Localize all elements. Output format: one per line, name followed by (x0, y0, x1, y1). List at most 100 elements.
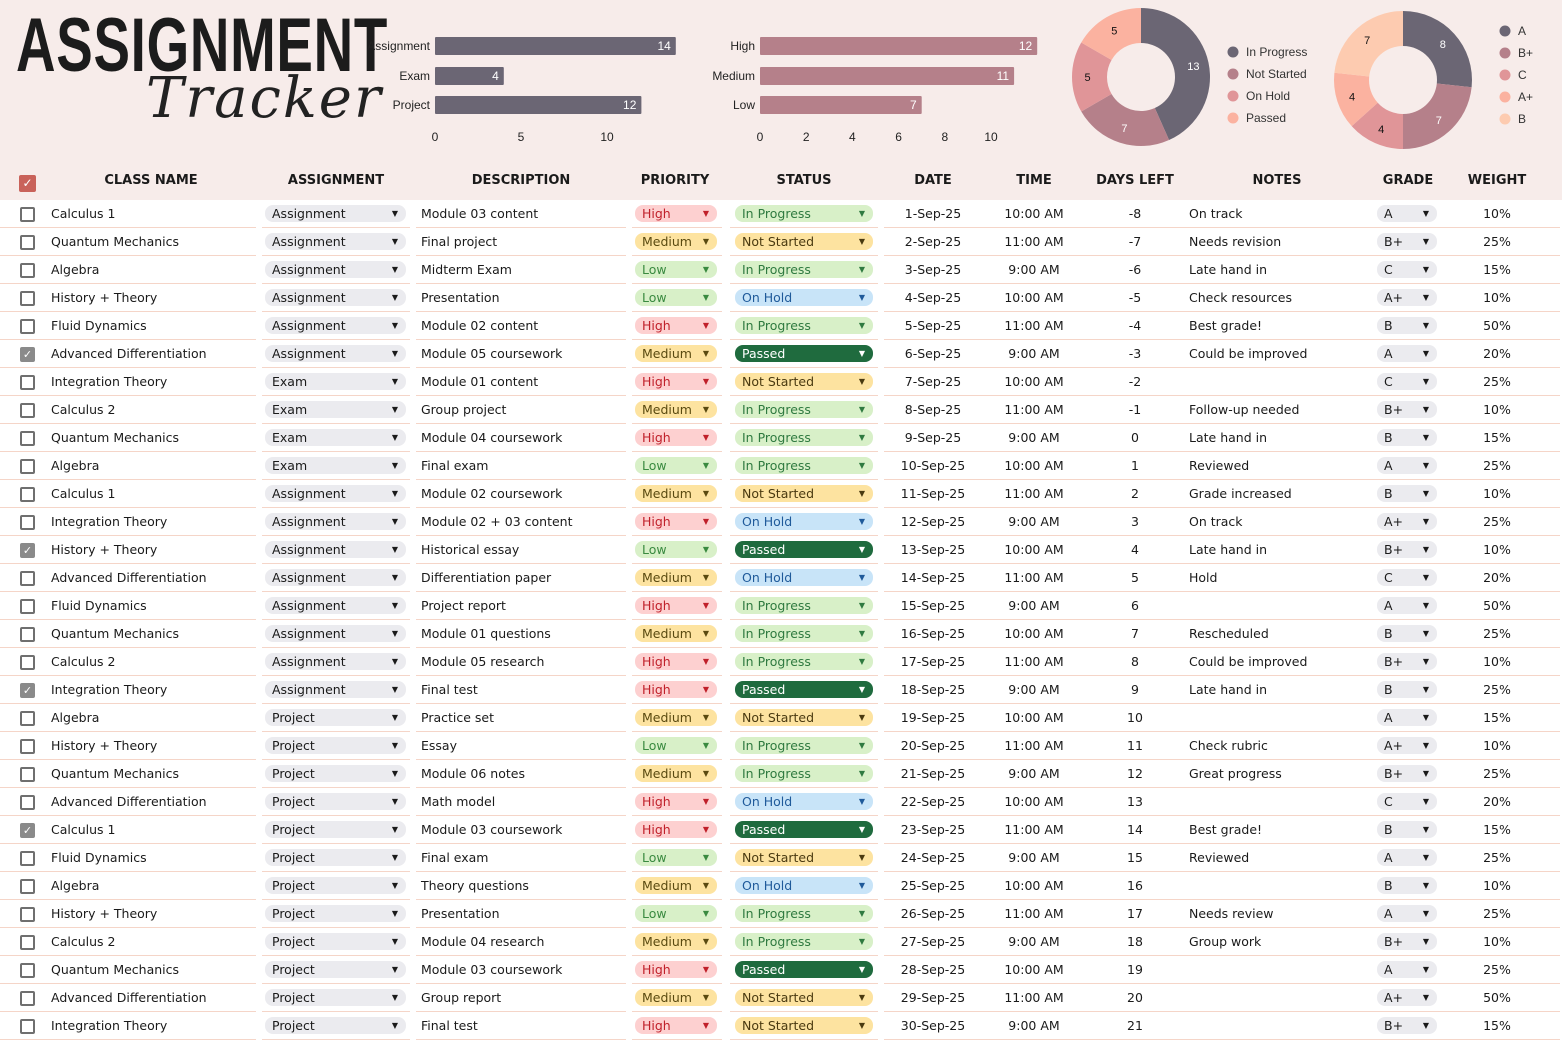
priority-dropdown[interactable]: High ▼ (635, 429, 717, 446)
status-dropdown[interactable]: In Progress ▼ (735, 625, 873, 642)
assignment-type-dropdown[interactable]: Assignment ▼ (265, 625, 406, 642)
grade-dropdown[interactable]: B ▼ (1377, 821, 1437, 838)
status-dropdown[interactable]: On Hold ▼ (735, 569, 873, 586)
row-checkbox[interactable] (20, 599, 35, 614)
row-checkbox[interactable] (20, 907, 35, 922)
priority-dropdown[interactable]: High ▼ (635, 597, 717, 614)
status-dropdown[interactable]: Passed ▼ (735, 541, 873, 558)
assignment-type-dropdown[interactable]: Assignment ▼ (265, 317, 406, 334)
grade-dropdown[interactable]: A ▼ (1377, 205, 1437, 222)
row-checkbox[interactable] (20, 207, 35, 222)
row-checkbox[interactable]: ✓ (20, 543, 35, 558)
column-header[interactable]: DESCRIPTION (471, 173, 571, 188)
column-header[interactable]: DAYS LEFT (1096, 173, 1174, 188)
status-dropdown[interactable]: Passed ▼ (735, 681, 873, 698)
priority-dropdown[interactable]: High ▼ (635, 681, 717, 698)
priority-dropdown[interactable]: High ▼ (635, 373, 717, 390)
column-header[interactable]: ASSIGNMENT (287, 173, 385, 188)
assignment-type-dropdown[interactable]: Project ▼ (265, 877, 406, 894)
status-dropdown[interactable]: On Hold ▼ (735, 793, 873, 810)
priority-dropdown[interactable]: Medium ▼ (635, 877, 717, 894)
assignment-type-dropdown[interactable]: Project ▼ (265, 849, 406, 866)
priority-dropdown[interactable]: Medium ▼ (635, 625, 717, 642)
priority-dropdown[interactable]: Medium ▼ (635, 765, 717, 782)
priority-dropdown[interactable]: Low ▼ (635, 905, 717, 922)
priority-dropdown[interactable]: High ▼ (635, 513, 717, 530)
row-checkbox[interactable] (20, 403, 35, 418)
status-dropdown[interactable]: In Progress ▼ (735, 597, 873, 614)
assignment-type-dropdown[interactable]: Assignment ▼ (265, 597, 406, 614)
row-checkbox[interactable] (20, 879, 35, 894)
row-checkbox[interactable] (20, 795, 35, 810)
status-dropdown[interactable]: In Progress ▼ (735, 933, 873, 950)
assignment-type-dropdown[interactable]: Exam ▼ (265, 429, 406, 446)
row-checkbox[interactable] (20, 851, 35, 866)
status-dropdown[interactable]: Not Started ▼ (735, 485, 873, 502)
status-dropdown[interactable]: Not Started ▼ (735, 233, 873, 250)
grade-dropdown[interactable]: A ▼ (1377, 597, 1437, 614)
row-checkbox[interactable] (20, 655, 35, 670)
priority-dropdown[interactable]: Medium ▼ (635, 233, 717, 250)
row-checkbox[interactable] (20, 571, 35, 586)
grade-dropdown[interactable]: C ▼ (1377, 569, 1437, 586)
status-dropdown[interactable]: In Progress ▼ (735, 401, 873, 418)
priority-dropdown[interactable]: Medium ▼ (635, 933, 717, 950)
column-header[interactable]: STATUS (776, 173, 832, 188)
priority-dropdown[interactable]: Low ▼ (635, 737, 717, 754)
status-dropdown[interactable]: Not Started ▼ (735, 849, 873, 866)
assignment-type-dropdown[interactable]: Project ▼ (265, 737, 406, 754)
status-dropdown[interactable]: Not Started ▼ (735, 373, 873, 390)
row-checkbox[interactable]: ✓ (20, 683, 35, 698)
priority-dropdown[interactable]: Low ▼ (635, 261, 717, 278)
priority-dropdown[interactable]: Medium ▼ (635, 401, 717, 418)
row-checkbox[interactable]: ✓ (20, 347, 35, 362)
priority-dropdown[interactable]: High ▼ (635, 793, 717, 810)
assignment-type-dropdown[interactable]: Assignment ▼ (265, 681, 406, 698)
column-header[interactable]: DATE (914, 173, 952, 188)
status-dropdown[interactable]: On Hold ▼ (735, 877, 873, 894)
priority-dropdown[interactable]: High ▼ (635, 653, 717, 670)
status-dropdown[interactable]: Not Started ▼ (735, 1017, 873, 1034)
priority-dropdown[interactable]: High ▼ (635, 961, 717, 978)
assignment-type-dropdown[interactable]: Exam ▼ (265, 373, 406, 390)
row-checkbox[interactable]: ✓ (20, 823, 35, 838)
grade-dropdown[interactable]: A ▼ (1377, 457, 1437, 474)
status-dropdown[interactable]: In Progress ▼ (735, 737, 873, 754)
grade-dropdown[interactable]: A+ ▼ (1377, 513, 1437, 530)
assignment-type-dropdown[interactable]: Exam ▼ (265, 401, 406, 418)
grade-dropdown[interactable]: B+ ▼ (1377, 1017, 1437, 1034)
status-dropdown[interactable]: In Progress ▼ (735, 317, 873, 334)
row-checkbox[interactable] (20, 991, 35, 1006)
assignment-type-dropdown[interactable]: Assignment ▼ (265, 653, 406, 670)
assignment-type-dropdown[interactable]: Project ▼ (265, 989, 406, 1006)
assignment-type-dropdown[interactable]: Project ▼ (265, 793, 406, 810)
status-dropdown[interactable]: On Hold ▼ (735, 513, 873, 530)
grade-dropdown[interactable]: A+ ▼ (1377, 737, 1437, 754)
priority-dropdown[interactable]: Low ▼ (635, 289, 717, 306)
row-checkbox[interactable] (20, 935, 35, 950)
grade-dropdown[interactable]: B+ ▼ (1377, 765, 1437, 782)
status-dropdown[interactable]: On Hold ▼ (735, 289, 873, 306)
priority-dropdown[interactable]: High ▼ (635, 821, 717, 838)
assignment-type-dropdown[interactable]: Project ▼ (265, 905, 406, 922)
status-dropdown[interactable]: In Progress ▼ (735, 905, 873, 922)
row-checkbox[interactable] (20, 963, 35, 978)
priority-dropdown[interactable]: Medium ▼ (635, 485, 717, 502)
status-dropdown[interactable]: Passed ▼ (735, 821, 873, 838)
status-dropdown[interactable]: Passed ▼ (735, 345, 873, 362)
assignment-type-dropdown[interactable]: Project ▼ (265, 821, 406, 838)
priority-dropdown[interactable]: Low ▼ (635, 849, 717, 866)
priority-dropdown[interactable]: Medium ▼ (635, 569, 717, 586)
priority-dropdown[interactable]: Low ▼ (635, 541, 717, 558)
grade-dropdown[interactable]: B+ ▼ (1377, 653, 1437, 670)
priority-dropdown[interactable]: High ▼ (635, 317, 717, 334)
status-dropdown[interactable]: Not Started ▼ (735, 709, 873, 726)
grade-dropdown[interactable]: A ▼ (1377, 905, 1437, 922)
assignment-type-dropdown[interactable]: Assignment ▼ (265, 569, 406, 586)
status-dropdown[interactable]: In Progress ▼ (735, 261, 873, 278)
assignment-type-dropdown[interactable]: Assignment ▼ (265, 541, 406, 558)
assignment-type-dropdown[interactable]: Assignment ▼ (265, 289, 406, 306)
select-all-checkbox[interactable]: ✓ (19, 175, 36, 192)
status-dropdown[interactable]: Not Started ▼ (735, 989, 873, 1006)
row-checkbox[interactable] (20, 487, 35, 502)
